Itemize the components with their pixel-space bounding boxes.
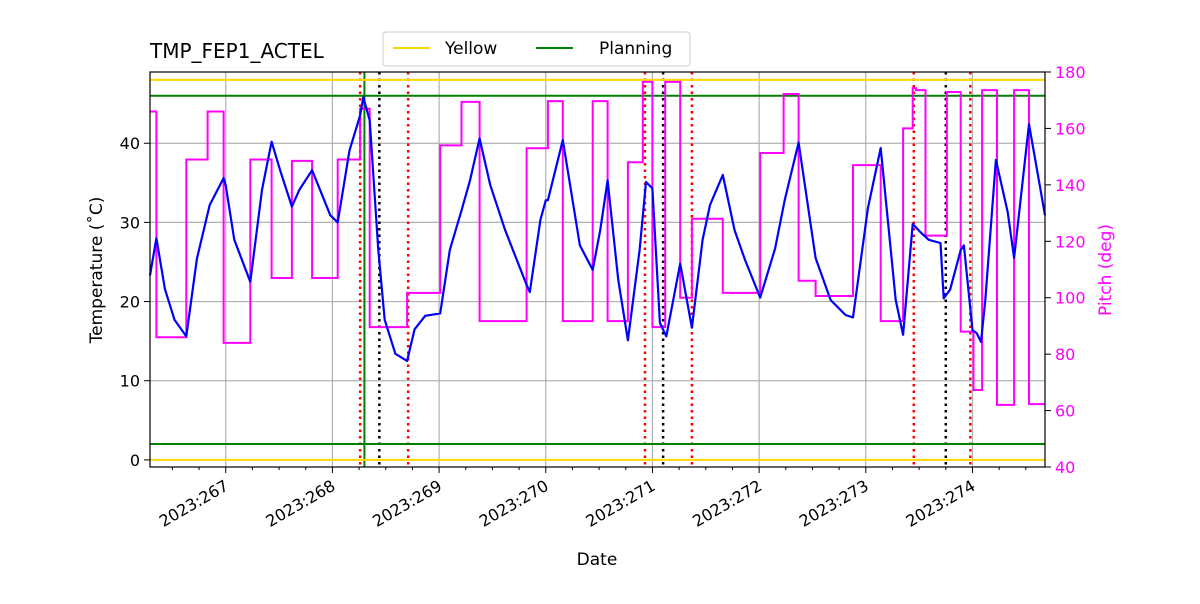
- y2-tick-label: 140: [1055, 176, 1086, 195]
- x-tick-label: 2023:271: [583, 476, 659, 531]
- y2-tick-label: 40: [1055, 458, 1075, 477]
- y2-axis-label: Pitch (deg): [1096, 224, 1116, 316]
- x-tick-label: 2023:269: [369, 476, 445, 531]
- temperature-line: [148, 96, 1047, 362]
- y-axis-label: Temperature (˚C): [86, 197, 107, 345]
- x-tick-label: 2023:274: [903, 476, 979, 531]
- x-axis: 2023:267 2023:268 2023:269 2023:270 2023:271…: [156, 467, 1027, 531]
- legend-label-yellow: Yellow: [444, 39, 497, 59]
- y2-tick-label: 180: [1055, 63, 1086, 82]
- y2-tick-label: 60: [1055, 402, 1075, 421]
- y-axis: 0 10 20 30 40: [120, 134, 150, 470]
- limit-lines: [150, 78, 1045, 461]
- chart-title: TMP_FEP1_ACTEL: [149, 39, 325, 63]
- y-tick-label: 40: [120, 134, 140, 153]
- plot-frame: [149, 71, 1046, 468]
- x-tick-label: 2023:267: [156, 476, 232, 531]
- x-tick-label: 2023:272: [689, 476, 765, 531]
- y2-tick-label: 100: [1055, 289, 1086, 308]
- y-tick-label: 0: [130, 451, 140, 470]
- x-axis-label: Date: [577, 550, 618, 570]
- y2-axis: 40 60 80 100 120 140 160 180: [1045, 63, 1086, 477]
- x-tick-label: 2023:268: [263, 476, 339, 531]
- legend-label-planning: Planning: [599, 39, 672, 59]
- grid: [150, 72, 1045, 467]
- y2-tick-label: 80: [1055, 345, 1075, 364]
- y-tick-label: 30: [120, 213, 140, 232]
- x-tick-label: 2023:273: [796, 476, 872, 531]
- pitch-line: [150, 80, 1045, 406]
- y-tick-label: 20: [120, 293, 140, 312]
- y2-tick-label: 120: [1055, 232, 1086, 251]
- series: [148, 80, 1047, 406]
- y-tick-label: 10: [120, 372, 140, 391]
- legend: Yellow Planning: [382, 31, 691, 67]
- x-tick-label: 2023:270: [476, 476, 552, 531]
- y2-tick-label: 160: [1055, 119, 1086, 138]
